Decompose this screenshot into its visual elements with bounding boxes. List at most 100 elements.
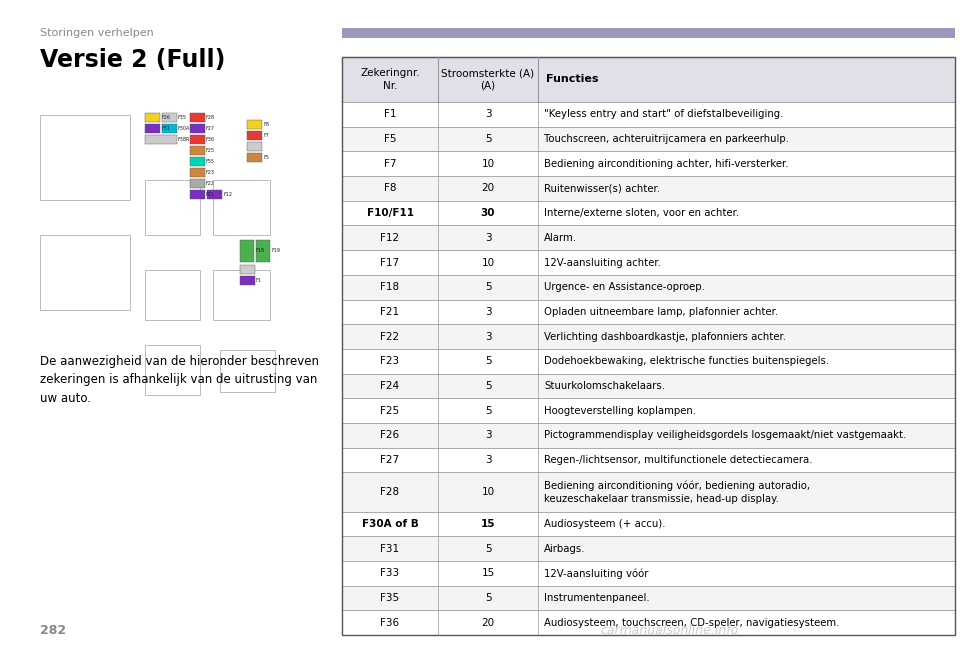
Text: 15: 15 [481,569,494,578]
Text: Bediening airconditioning vóór, bediening autoradio,
keuzeschakelaar transmissie: Bediening airconditioning vóór, bedienin… [544,480,810,504]
Text: Bediening airconditioning achter, hifi-versterker.: Bediening airconditioning achter, hifi-v… [544,159,788,169]
Text: Verlichting dashboardkastje, plafonniers achter.: Verlichting dashboardkastje, plafonniers… [544,332,786,341]
Text: F33: F33 [380,569,399,578]
Text: 5: 5 [485,134,492,144]
Bar [342,423,955,448]
Bar [213,180,270,235]
Text: Interne/externe sloten, voor en achter.: Interne/externe sloten, voor en achter. [544,208,739,218]
Bar [190,124,205,133]
Bar [145,135,177,144]
Text: 3: 3 [485,332,492,341]
Bar [342,57,955,102]
Text: F24: F24 [380,381,399,391]
Text: F12: F12 [380,233,399,243]
Bar [342,250,955,275]
Text: F25: F25 [380,406,399,416]
Bar [342,127,955,151]
Text: F1: F1 [384,109,396,119]
Text: 3: 3 [485,430,492,441]
Text: 12V-aansluiting vóór: 12V-aansluiting vóór [544,568,648,578]
Text: 10: 10 [481,487,494,497]
Bar [342,225,955,250]
Bar [145,270,200,320]
Bar [145,124,160,133]
Text: F30A: F30A [178,126,190,131]
Text: F36: F36 [380,618,399,628]
Text: 5: 5 [485,544,492,554]
Text: 5: 5 [485,593,492,603]
Bar [145,113,160,122]
Text: carmanualsonline.info: carmanualsonline.info [600,624,738,637]
Text: 10: 10 [481,159,494,169]
Text: F8: F8 [263,122,269,127]
Bar [342,536,955,561]
Text: Touchscreen, achteruitrijcamera en parkeerhulp.: Touchscreen, achteruitrijcamera en parke… [544,134,789,144]
Text: Storingen verhelpen: Storingen verhelpen [40,28,154,38]
Bar [342,349,955,374]
Bar [145,345,200,395]
Text: 20: 20 [481,618,494,628]
Bar [256,240,270,262]
Bar [342,151,955,176]
Bar [240,240,254,262]
Bar [190,179,205,188]
Bar [162,124,177,133]
Bar [247,142,262,151]
Text: F10/F11: F10/F11 [367,208,414,218]
Text: F22: F22 [380,332,399,341]
Bar [190,168,205,177]
Text: 3: 3 [485,109,492,119]
Text: Urgence- en Assistance-oproep.: Urgence- en Assistance-oproep. [544,282,705,292]
Text: Alarm.: Alarm. [544,233,577,243]
Text: 3: 3 [485,307,492,317]
Text: Instrumentenpaneel.: Instrumentenpaneel. [544,593,650,603]
Text: F5: F5 [263,155,269,160]
Text: F1: F1 [256,278,262,283]
Text: F26: F26 [380,430,399,441]
Text: 10: 10 [481,258,494,267]
Text: F23: F23 [380,356,399,366]
Bar [247,120,262,129]
Text: 30: 30 [481,208,495,218]
Bar [342,300,955,324]
Bar [190,190,205,199]
Text: F27: F27 [206,126,215,131]
Text: Stroomsterkte (A)
(A): Stroomsterkte (A) (A) [442,68,535,91]
Bar [342,324,955,349]
Bar [40,115,130,200]
Text: F26: F26 [161,115,170,120]
Text: De aanwezigheid van de hieronder beschreven
zekeringen is afhankelijk van de uit: De aanwezigheid van de hieronder beschre… [40,355,319,405]
Text: F18: F18 [255,249,264,254]
Bar [207,190,222,199]
Text: 20: 20 [481,184,494,193]
Text: F21: F21 [380,307,399,317]
Text: 15: 15 [481,519,495,529]
Text: Hoogteverstelling koplampen.: Hoogteverstelling koplampen. [544,406,696,416]
Text: 5: 5 [485,406,492,416]
Text: F19: F19 [271,249,280,254]
Bar [342,176,955,201]
Text: F38R: F38R [178,137,190,142]
Text: F30A of B: F30A of B [362,519,419,529]
Bar [190,135,205,144]
Text: F12: F12 [223,192,232,197]
Bar [342,201,955,225]
Bar [220,350,275,392]
Text: 3: 3 [485,233,492,243]
Text: F17: F17 [380,258,399,267]
Text: F28: F28 [206,115,215,120]
Text: F55: F55 [206,159,215,164]
Text: 5: 5 [485,282,492,292]
Bar [342,275,955,300]
Text: F23: F23 [206,170,215,175]
Text: F18: F18 [380,282,399,292]
Text: 12V-aansluiting achter.: 12V-aansluiting achter. [544,258,660,267]
Text: Versie 2 (Full): Versie 2 (Full) [40,48,226,72]
Bar [342,610,955,635]
Text: F5: F5 [384,134,396,144]
Bar [342,511,955,536]
Text: Regen-/lichtsensor, multifunctionele detectiecamera.: Regen-/lichtsensor, multifunctionele det… [544,455,812,465]
Text: Audiosysteem (+ accu).: Audiosysteem (+ accu). [544,519,665,529]
Text: Audiosysteem, touchscreen, CD-speler, navigatiesysteem.: Audiosysteem, touchscreen, CD-speler, na… [544,618,839,628]
Text: F35: F35 [380,593,399,603]
